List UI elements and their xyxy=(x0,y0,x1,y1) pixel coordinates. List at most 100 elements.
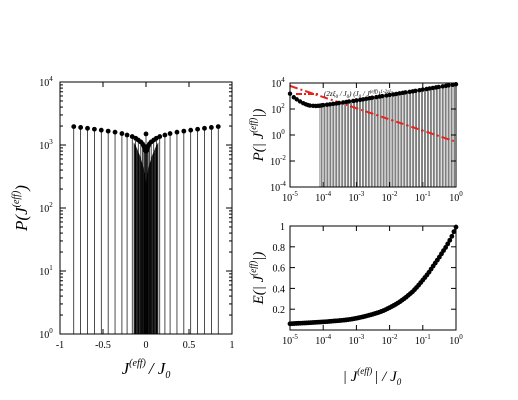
top-right-data-point xyxy=(346,99,352,104)
top-right-ticks xyxy=(289,82,457,188)
left-data-point xyxy=(85,125,90,131)
top-right-panel: 10-5 10-4 10-3 10-2 10-1 100 10-410-210010210… xyxy=(248,76,463,204)
top-right-x-tick-label: 10-3 xyxy=(348,190,364,204)
left-data-point xyxy=(167,131,173,136)
bottom-right-x-tick-label: 100 xyxy=(449,333,463,347)
left-data-point xyxy=(208,125,214,130)
top-right-data-point xyxy=(354,98,359,103)
left-y-axis-label: P(J(eff)) xyxy=(11,185,31,232)
left-data-point xyxy=(157,134,163,139)
top-right-y-tick-labels: 10-4 10-2 100 102 104 xyxy=(270,76,286,194)
top-right-data-point xyxy=(297,99,303,104)
left-data-point xyxy=(105,128,111,134)
left-data-point xyxy=(195,126,201,132)
left-stems xyxy=(73,126,219,334)
top-right-data-point xyxy=(321,102,326,108)
left-y-tick-label: 102 xyxy=(39,201,53,215)
left-x-tick-labels: -1 -0.5 0 0.5 1 xyxy=(56,340,235,351)
top-right-x-tick-label: 10-4 xyxy=(315,190,331,204)
top-right-y-tick-label: 10-2 xyxy=(270,154,286,168)
top-right-data-point xyxy=(294,97,299,102)
top-right-y-tick-label: 10-4 xyxy=(270,180,286,194)
top-right-data-point xyxy=(446,83,451,88)
left-data-point xyxy=(98,127,104,133)
bottom-right-data-point xyxy=(451,229,457,235)
left-data-point xyxy=(174,129,180,135)
top-right-data-point xyxy=(384,93,389,98)
bottom-right-x-tick-labels: 10-5 10-4 10-3 10-2 10-1 100 xyxy=(282,333,463,347)
left-data-point xyxy=(215,124,221,129)
left-data-point xyxy=(112,129,118,135)
bottom-right-panel: 10-5 10-4 10-3 10-2 10-1 100 0.2 0.4 0.6 0.8 1 | … xyxy=(248,222,463,387)
left-y-tick-labels: 100 101 102 103 104 xyxy=(39,75,53,341)
top-right-data-point xyxy=(420,87,425,92)
bottom-right-x-tick-label: 10-3 xyxy=(348,333,364,347)
left-y-tick-label: 100 xyxy=(39,327,53,341)
legend-label: (2zξ0 / J0) (J0 / J(eff))1-2zξ0 xyxy=(324,89,393,100)
left-data-point xyxy=(188,127,194,133)
left-data-point xyxy=(119,131,125,136)
top-right-x-tick-label: 10-5 xyxy=(282,190,298,204)
bottom-right-x-tick-label: 10-2 xyxy=(382,333,398,347)
top-right-data-point xyxy=(370,95,375,100)
left-data-point xyxy=(92,126,97,132)
bottom-right-x-axis-label: | J(eff) | / J0 xyxy=(343,366,402,387)
left-y-tick-label: 103 xyxy=(39,138,53,152)
bottom-right-data-line xyxy=(289,226,457,325)
bottom-right-data-point xyxy=(447,237,453,243)
top-right-data-point xyxy=(387,92,392,98)
left-x-tick-label: -1 xyxy=(56,340,64,351)
left-data-point xyxy=(162,132,168,138)
top-right-fit-line xyxy=(289,84,457,143)
top-right-markers xyxy=(287,82,459,109)
bottom-right-x-tick-label: 10-5 xyxy=(282,333,298,347)
left-data-point xyxy=(78,125,84,130)
top-right-y-axis-label: P(| J(eff)|) xyxy=(248,109,267,163)
bottom-right-x-tick-label: 10-1 xyxy=(415,333,431,347)
bottom-right-data-point xyxy=(449,233,455,239)
left-x-tick-label: 0.5 xyxy=(183,340,196,351)
bottom-right-x-tick-label: 10-4 xyxy=(315,333,331,347)
top-right-y-tick-label: 104 xyxy=(271,76,285,90)
top-right-data-point xyxy=(327,102,333,107)
top-right-y-tick-label: 102 xyxy=(271,102,285,116)
bottom-right-y-tick-label: 1 xyxy=(280,222,285,233)
top-right-data-point xyxy=(307,103,313,108)
left-ticks xyxy=(59,81,233,335)
bottom-right-y-tick-label: 0.2 xyxy=(273,305,286,316)
top-right-y-tick-label: 100 xyxy=(271,128,285,142)
top-right-data-point xyxy=(440,84,445,89)
top-right-data-point xyxy=(413,88,418,94)
top-right-x-tick-label: 10-2 xyxy=(382,190,398,204)
bottom-right-y-axis-label: E(| J(eff)|) xyxy=(248,252,267,306)
top-right-data-point xyxy=(336,100,342,106)
left-data-point xyxy=(143,131,149,137)
bottom-right-plot-frame xyxy=(289,225,457,331)
top-right-x-tick-labels: 10-5 10-4 10-3 10-2 10-1 100 xyxy=(282,190,463,204)
left-x-tick-label: -0.5 xyxy=(95,340,111,351)
top-right-legend: (2zξ0 / J0) (J0 / J(eff))1-2zξ0 xyxy=(296,89,393,100)
bottom-right-markers xyxy=(287,224,459,327)
top-right-data-point xyxy=(380,93,385,99)
bottom-right-data-point xyxy=(445,241,451,247)
left-data-point xyxy=(124,132,130,138)
left-x-tick-label: 0 xyxy=(144,340,149,351)
left-x-axis-label: J(eff) / J0 xyxy=(122,358,171,381)
top-right-x-tick-label: 100 xyxy=(449,190,463,204)
left-data-point xyxy=(71,124,77,129)
top-right-x-tick-label: 10-1 xyxy=(415,190,431,204)
bottom-right-y-tick-labels: 0.2 0.4 0.6 0.8 1 xyxy=(273,222,286,316)
bottom-right-ticks xyxy=(289,225,457,331)
bottom-right-y-tick-label: 0.6 xyxy=(273,264,286,275)
bottom-right-data-point xyxy=(443,244,449,250)
top-right-data-point xyxy=(330,101,336,107)
left-y-tick-label: 101 xyxy=(39,264,53,278)
left-data-point xyxy=(181,128,187,134)
top-right-data-point xyxy=(403,90,408,95)
bottom-right-y-tick-label: 0.4 xyxy=(273,284,286,295)
left-data-point xyxy=(202,125,207,131)
top-right-stems xyxy=(319,84,457,187)
left-panel: -1 -0.5 0 0.5 1 100 101 102 103 104 J(eff) / J0 P… xyxy=(11,75,235,381)
left-markers xyxy=(71,124,221,154)
